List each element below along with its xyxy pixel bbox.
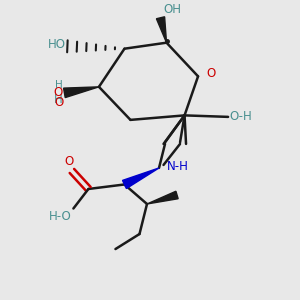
Text: HO: HO <box>48 38 66 51</box>
Text: H-O: H-O <box>49 210 72 223</box>
Polygon shape <box>156 17 167 43</box>
Text: O-H: O-H <box>230 110 252 123</box>
Polygon shape <box>64 87 99 98</box>
Text: H: H <box>54 94 63 106</box>
Text: O: O <box>206 67 216 80</box>
Text: O: O <box>64 155 74 168</box>
Text: O: O <box>54 96 64 109</box>
Text: OH: OH <box>164 3 181 16</box>
Text: N-H: N-H <box>167 160 188 173</box>
Polygon shape <box>147 191 178 204</box>
Polygon shape <box>122 168 159 188</box>
Text: O: O <box>54 86 63 99</box>
Text: H: H <box>55 80 63 90</box>
